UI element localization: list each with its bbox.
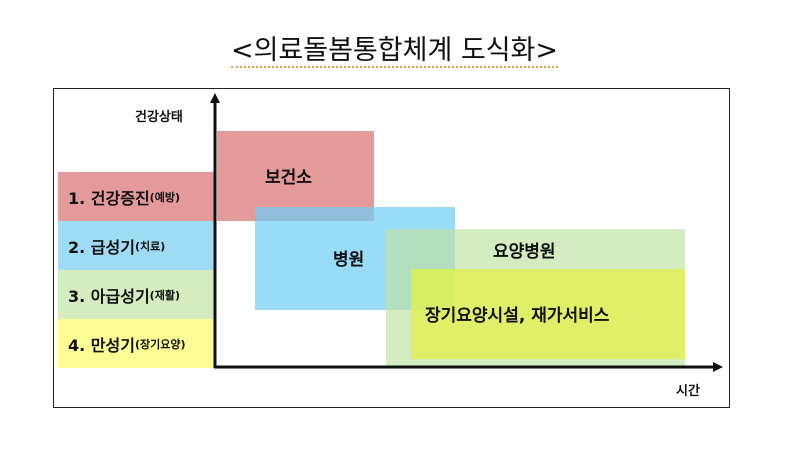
stage-sub: (예방) [149, 190, 180, 204]
stage-label: 2. 급성기 [68, 237, 135, 257]
stage-sub: (장기요양) [134, 337, 186, 351]
service-public-health-center: 보건소 [217, 131, 374, 221]
y-axis-label: 건강상태 [135, 110, 183, 125]
x-axis-arrow-icon [713, 362, 723, 372]
x-axis-label: 시간 [676, 384, 700, 399]
diagram-frame [53, 88, 730, 408]
stage-acute: 2. 급성기 (치료) [58, 221, 215, 270]
stage-health-promotion: 1. 건강증진 (예방) [58, 172, 215, 221]
service-label: 병원 [333, 250, 365, 270]
service-label: 장기요양시설, 재가서비스 [425, 306, 610, 326]
diagram-title: <의료돌봄통합체계 도식화> [230, 35, 559, 68]
stage-chronic: 4. 만성기 (장기요양) [58, 319, 215, 368]
stage-sub: (재활) [149, 288, 180, 302]
service-long-term-care: 장기요양시설, 재가서비스 [411, 269, 685, 359]
service-label: 보건소 [265, 168, 312, 188]
service-label: 요양병원 [493, 242, 556, 262]
stage-sub: (치료) [134, 239, 166, 253]
stage-label: 3. 아급성기 [68, 286, 150, 306]
stage-label: 4. 만성기 [68, 335, 135, 355]
stage-subacute: 3. 아급성기 (재활) [58, 270, 215, 319]
stage-label: 1. 건강증진 [68, 188, 150, 208]
y-axis-arrow-icon [210, 93, 220, 103]
